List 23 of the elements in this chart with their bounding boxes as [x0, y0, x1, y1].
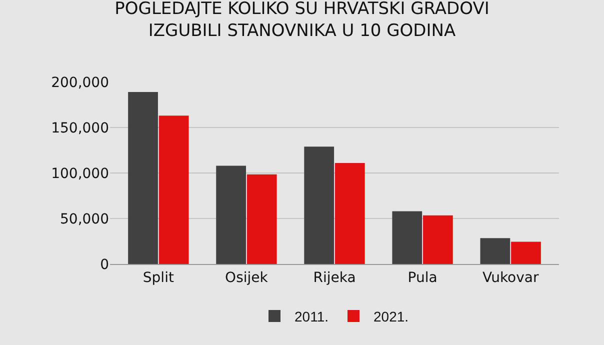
x-tick-label: Pula — [408, 270, 438, 286]
legend-label: 2011. — [294, 308, 328, 324]
bar — [304, 146, 334, 264]
y-tick-label: 100,000 — [51, 166, 109, 182]
bar — [158, 116, 189, 264]
x-tick-label: Osijek — [225, 270, 269, 286]
bar — [128, 92, 158, 264]
y-tick-label: 0 — [100, 256, 109, 273]
legend-label: 2021. — [374, 308, 409, 324]
y-tick-label: 50,000 — [60, 211, 109, 228]
chart-title: POGLEDAJTE KOLIKO SU HRVATSKI GRADOVI IZGUBILI STANOVNIKA U 10 GODINA — [114, 0, 490, 41]
bar — [216, 166, 246, 264]
y-tick-label: 200,000 — [51, 74, 109, 91]
bar — [423, 215, 453, 264]
x-tick-label: Split — [142, 270, 174, 286]
x-tick-label: Rijeka — [313, 270, 356, 286]
x-tick-label: Vukovar — [482, 270, 539, 286]
bar — [480, 238, 510, 264]
bar — [334, 162, 365, 264]
bar — [511, 242, 541, 264]
y-tick-label: 150,000 — [51, 120, 109, 136]
bar — [246, 174, 277, 264]
bar — [392, 211, 422, 264]
